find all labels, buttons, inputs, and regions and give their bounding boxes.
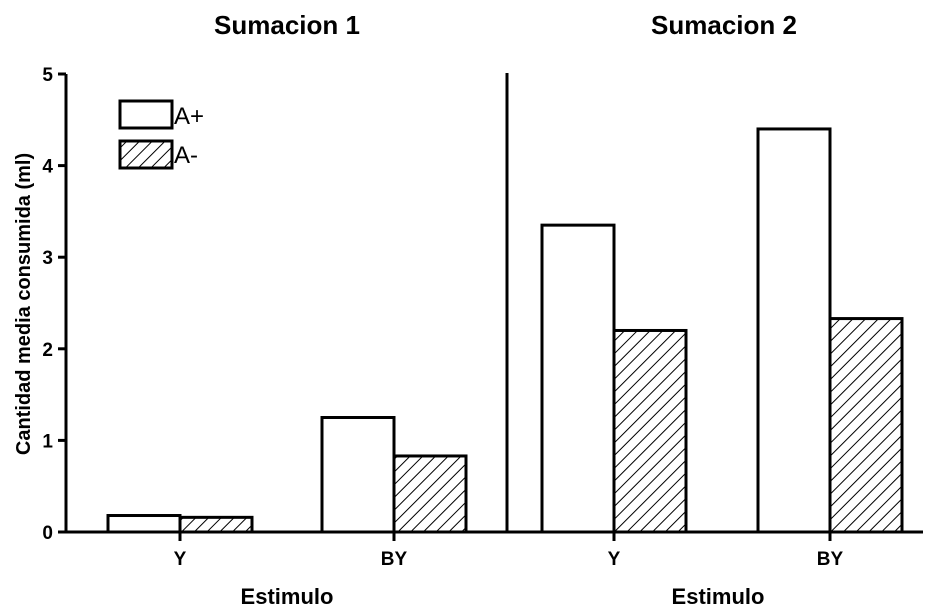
x-tick-label: Y: [608, 549, 621, 570]
x-tick-label: BY: [817, 549, 844, 570]
y-tick-label: 5: [42, 65, 53, 86]
legend-label-a-plus: A+: [174, 103, 204, 130]
bar-a-plus-y: [106, 514, 182, 534]
bar-a-plus-by: [756, 127, 832, 534]
chart-title-right: Sumacion 2: [651, 10, 797, 40]
bar-a-minus-by: [392, 454, 468, 534]
y-tick-label: 3: [42, 248, 53, 269]
legend-swatch-a-plus: [118, 99, 174, 130]
y-tick-label: 4: [42, 157, 53, 178]
y-tick-label: 1: [42, 431, 53, 452]
chart-title-left: Sumacion 1: [214, 10, 360, 40]
bar-a-minus-y: [612, 328, 688, 534]
bar-a-minus-by: [828, 317, 904, 534]
bar-a-minus-y: [178, 515, 254, 534]
y-axis-label: Cantidad media consumida (ml): [13, 153, 35, 455]
bar-a-plus-by: [320, 416, 396, 534]
legend: A+ A-: [118, 99, 204, 170]
legend-label-a-minus: A-: [174, 142, 198, 169]
bar-a-plus-y: [540, 223, 616, 534]
x-tick-label: BY: [381, 549, 408, 570]
y-tick-label: 2: [42, 340, 53, 361]
x-axis-label-right: Estimulo: [672, 584, 765, 609]
legend-swatch-a-minus: [118, 139, 174, 170]
y-tick-label: 0: [42, 523, 53, 544]
x-axis-label-left: Estimulo: [241, 584, 334, 609]
x-tick-label: Y: [174, 549, 187, 570]
